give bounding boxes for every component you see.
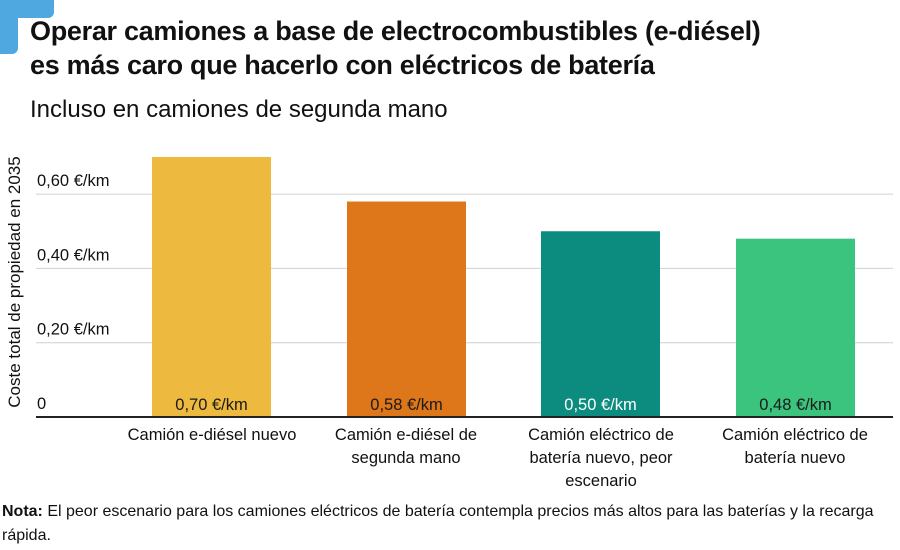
- bar: [541, 231, 660, 417]
- note-text: El peor escenario para los camiones eléc…: [2, 503, 874, 544]
- y-tick-label: 0,60 €/km: [37, 172, 109, 190]
- y-tick-label: 0: [37, 395, 46, 413]
- title-line-1: Operar camiones a base de electrocombust…: [30, 16, 761, 46]
- note-label: Nota:: [2, 503, 43, 520]
- y-tick-label: 0,20 €/km: [37, 321, 109, 339]
- bar-value-label: 0,50 €/km: [564, 396, 636, 414]
- bar-value-label: 0,48 €/km: [759, 396, 831, 414]
- footnote: Nota: El peor escenario para los camione…: [2, 500, 897, 548]
- chart-title: Operar camiones a base de electrocombust…: [30, 14, 761, 82]
- bar: [736, 238, 855, 417]
- logo-bar: [0, 0, 54, 18]
- bar-value-label: 0,70 €/km: [175, 396, 247, 414]
- category-label: Camión eléctrico de batería nuevo: [722, 426, 868, 467]
- bar: [152, 156, 271, 417]
- category-label: Camión e-diésel nuevo: [127, 426, 297, 444]
- y-tick-label: 0,40 €/km: [37, 246, 109, 264]
- bar: [347, 201, 466, 417]
- bar-value-label: 0,58 €/km: [370, 396, 442, 414]
- category-label: Camión eléctrico de batería nuevo, peor …: [528, 426, 674, 490]
- chart-subtitle: Incluso en camiones de segunda mano: [30, 96, 448, 123]
- category-label: Camión e-diésel de segunda mano: [334, 426, 478, 467]
- title-line-2: es más caro que hacerlo con eléctricos d…: [30, 50, 655, 80]
